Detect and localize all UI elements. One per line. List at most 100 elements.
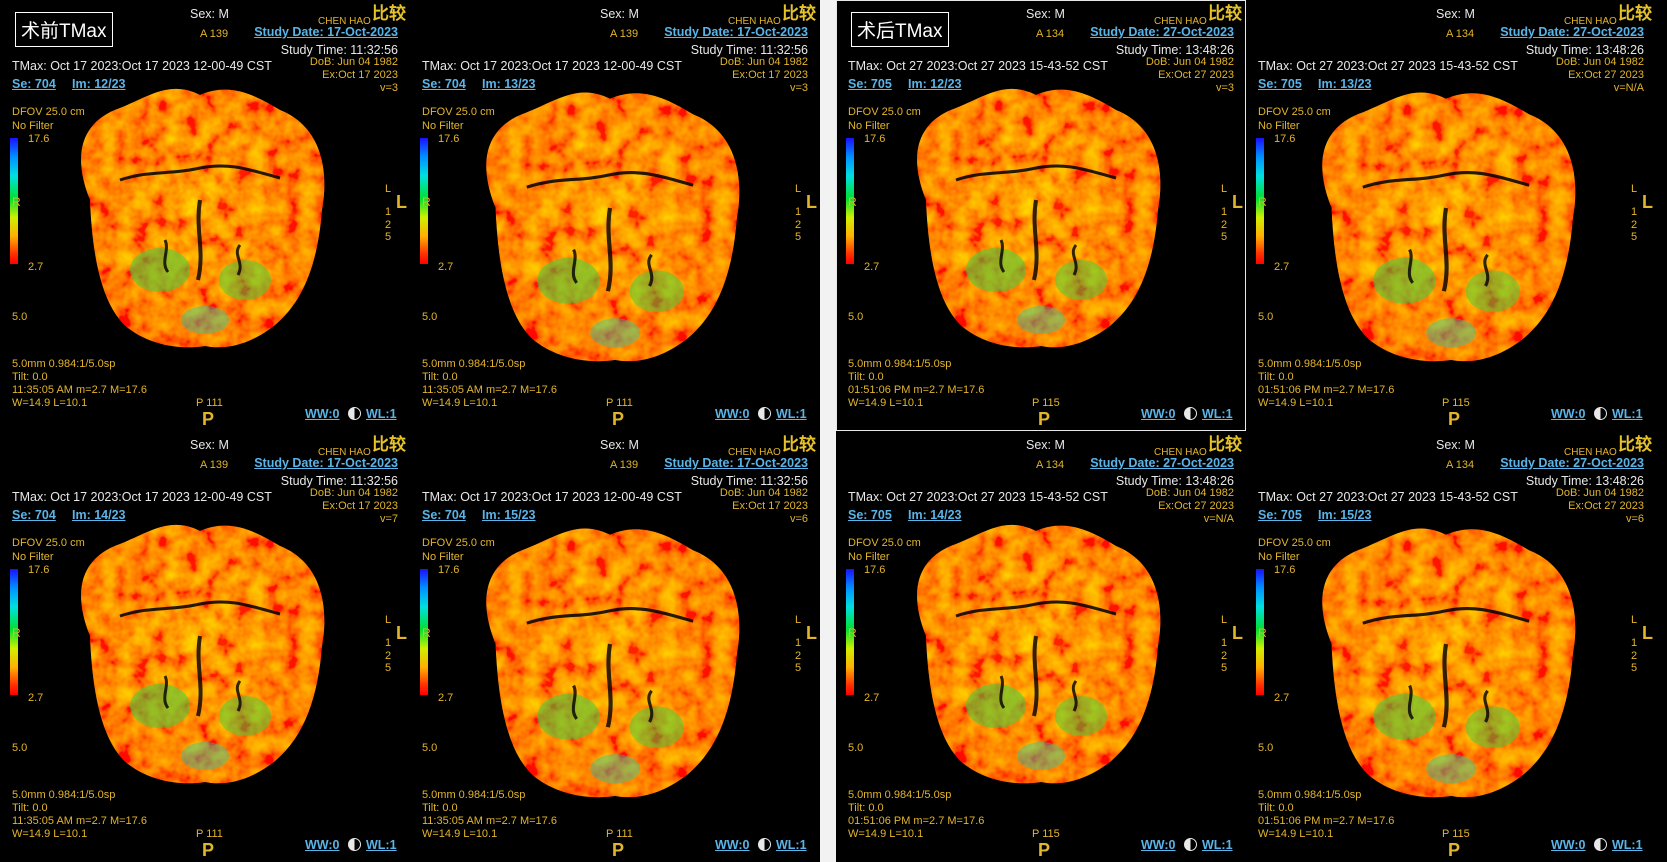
brightness-icon[interactable] [1594, 407, 1607, 420]
window-level-info: W=14.9 L=10.1 [12, 397, 88, 409]
right-marker: R [422, 195, 431, 209]
view-number: v=6 [1625, 513, 1644, 525]
image-number-link[interactable]: Im: 14/23 [908, 508, 962, 522]
window-level-button[interactable]: WL:1 [776, 838, 807, 852]
series-link[interactable]: Se: 704 [422, 77, 466, 91]
posterior-position: P 111 [196, 397, 223, 409]
viewport-right-3[interactable]: Sex: M CHEN HAO 比较 A 134 Study Date: 27-… [836, 431, 1246, 862]
anterior-position: A 139 [200, 459, 229, 471]
patient-sex: Sex: M [1026, 438, 1065, 452]
anterior-position: A 139 [610, 459, 639, 471]
scale-distance: 5.0 [1258, 311, 1274, 323]
image-number-link[interactable]: Im: 14/23 [72, 508, 126, 522]
scale-min: 2.7 [438, 692, 454, 704]
filter-info: No Filter [1258, 551, 1300, 563]
viewport-left-3[interactable]: Sex: M CHEN HAO 比较 A 139 Study Date: 17-… [0, 431, 410, 862]
window-level-info: W=14.9 L=10.1 [1258, 828, 1334, 840]
posterior-position: P 111 [196, 828, 223, 840]
scale-max: 17.6 [1274, 564, 1296, 576]
series-link[interactable]: Se: 705 [848, 77, 892, 91]
window-width-button[interactable]: WW:0 [715, 838, 750, 852]
study-time: Study Time: 11:32:56 [690, 43, 808, 57]
brain-perfusion-map [81, 524, 325, 784]
image-number-link[interactable]: Im: 13/23 [482, 77, 536, 91]
viewport-left-4[interactable]: Sex: M CHEN HAO 比较 A 139 Study Date: 17-… [410, 431, 820, 862]
window-width-button[interactable]: WW:0 [305, 407, 340, 421]
scale-max: 17.6 [438, 133, 460, 145]
tmax-series-info: TMax: Oct 27 2023:Oct 27 2023 15-43-52 C… [1258, 490, 1518, 504]
patient-name: CHEN HAO [318, 447, 371, 458]
series-link[interactable]: Se: 704 [12, 77, 56, 91]
compare-label: 比较 [372, 435, 406, 454]
patient-sex: Sex: M [600, 438, 639, 452]
study-date-link[interactable]: Study Date: 17-Oct-2023 [664, 456, 808, 470]
window-width-button[interactable]: WW:0 [1551, 838, 1586, 852]
brightness-icon[interactable] [348, 838, 361, 851]
scale-max: 17.6 [28, 564, 50, 576]
image-number-link[interactable]: Im: 15/23 [482, 508, 536, 522]
image-number-link[interactable]: Im: 13/23 [1318, 77, 1372, 91]
tilt-info: Tilt: 0.0 [1258, 802, 1294, 814]
compare-label: 比较 [1208, 4, 1242, 23]
brightness-icon[interactable] [1184, 838, 1197, 851]
viewport-right-2[interactable]: Sex: M CHEN HAO 比较 A 134 Study Date: 27-… [1246, 0, 1656, 431]
slice-thickness: 5.0mm 0.984:1/5.0sp [12, 358, 116, 370]
series-link[interactable]: Se: 705 [1258, 77, 1302, 91]
study-date-link[interactable]: Study Date: 27-Oct-2023 [1090, 25, 1234, 39]
window-width-button[interactable]: WW:0 [715, 407, 750, 421]
series-link[interactable]: Se: 704 [12, 508, 56, 522]
series-link[interactable]: Se: 705 [1258, 508, 1302, 522]
study-date-link[interactable]: Study Date: 27-Oct-2023 [1090, 456, 1234, 470]
viewer-divider [820, 0, 836, 862]
study-date-link[interactable]: Study Date: 17-Oct-2023 [254, 456, 398, 470]
window-level-button[interactable]: WL:1 [366, 838, 397, 852]
brightness-icon[interactable] [348, 407, 361, 420]
study-time: Study Time: 11:32:56 [690, 474, 808, 488]
viewport-left-2[interactable]: Sex: M CHEN HAO 比较 A 139 Study Date: 17-… [410, 0, 820, 431]
study-date-link[interactable]: Study Date: 17-Oct-2023 [254, 25, 398, 39]
brightness-icon[interactable] [758, 838, 771, 851]
tmax-series-info: TMax: Oct 17 2023:Oct 17 2023 12-00-49 C… [422, 59, 682, 73]
window-level-button[interactable]: WL:1 [1612, 838, 1643, 852]
study-date-link[interactable]: Study Date: 27-Oct-2023 [1500, 456, 1644, 470]
side-ruler-numbers: 1 2 5 [1221, 637, 1228, 675]
image-number-link[interactable]: Im: 12/23 [72, 77, 126, 91]
window-level-button[interactable]: WL:1 [1612, 407, 1643, 421]
brightness-icon[interactable] [1594, 838, 1607, 851]
viewport-left-1[interactable]: Sex: M CHEN HAO 比较 A 139 Study Date: 17-… [0, 0, 410, 431]
window-width-button[interactable]: WW:0 [1141, 407, 1176, 421]
window-level-button[interactable]: WL:1 [1202, 838, 1233, 852]
brightness-icon[interactable] [758, 407, 771, 420]
study-date-link[interactable]: Study Date: 27-Oct-2023 [1500, 25, 1644, 39]
right-marker: R [848, 626, 857, 640]
window-width-button[interactable]: WW:0 [305, 838, 340, 852]
left-marker-small: L [1221, 183, 1228, 195]
scale-max: 17.6 [1274, 133, 1296, 145]
patient-name: CHEN HAO [318, 16, 371, 27]
series-link[interactable]: Se: 705 [848, 508, 892, 522]
window-level-button[interactable]: WL:1 [366, 407, 397, 421]
anterior-position: A 134 [1446, 28, 1475, 40]
brightness-icon[interactable] [1184, 407, 1197, 420]
image-number-link[interactable]: Im: 15/23 [1318, 508, 1372, 522]
window-width-button[interactable]: WW:0 [1141, 838, 1176, 852]
left-marker: L [1642, 192, 1653, 212]
slice-thickness: 5.0mm 0.984:1/5.0sp [848, 789, 952, 801]
tmax-series-info: TMax: Oct 27 2023:Oct 27 2023 15-43-52 C… [1258, 59, 1518, 73]
viewport-right-4[interactable]: Sex: M CHEN HAO 比较 A 134 Study Date: 27-… [1246, 431, 1656, 862]
brain-perfusion-map [1322, 92, 1576, 362]
exam-date: Ex:Oct 17 2023 [322, 69, 398, 81]
posterior-marker: P [202, 409, 215, 429]
viewport-right-1[interactable]: Sex: M CHEN HAO 比较 A 134 Study Date: 27-… [836, 0, 1246, 431]
tilt-info: Tilt: 0.0 [12, 371, 48, 383]
window-level-button[interactable]: WL:1 [1202, 407, 1233, 421]
right-marker: R [12, 626, 21, 640]
series-link[interactable]: Se: 704 [422, 508, 466, 522]
study-date-link[interactable]: Study Date: 17-Oct-2023 [664, 25, 808, 39]
image-number-link[interactable]: Im: 12/23 [908, 77, 962, 91]
tmax-series-info: TMax: Oct 17 2023:Oct 17 2023 12-00-49 C… [12, 490, 272, 504]
window-width-button[interactable]: WW:0 [1551, 407, 1586, 421]
tilt-info: Tilt: 0.0 [12, 802, 48, 814]
date-of-birth: DoB: Jun 04 1982 [719, 56, 808, 68]
window-level-button[interactable]: WL:1 [776, 407, 807, 421]
